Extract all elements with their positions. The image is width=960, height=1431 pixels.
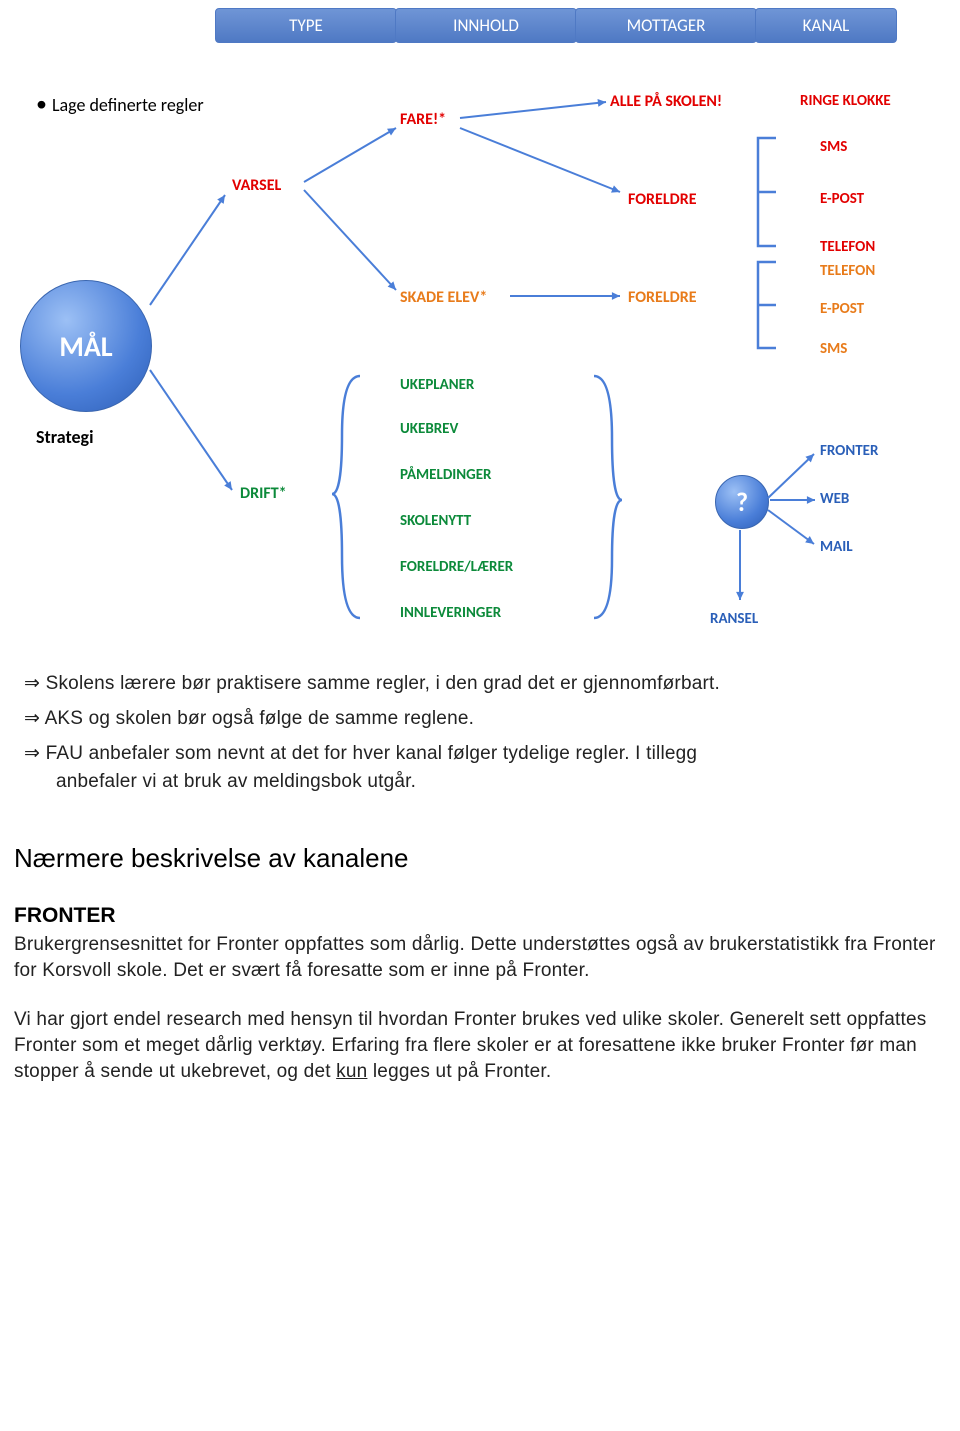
para-2: Vi har gjort endel research med hensyn t… xyxy=(14,1007,946,1084)
bullets: Skolens lærere bør praktisere samme regl… xyxy=(14,672,946,793)
section-heading: Nærmere beskrivelse av kanalene xyxy=(14,843,946,874)
para-1: Brukergrensesnittet for Fronter oppfatte… xyxy=(14,932,946,983)
bullet-3b: anbefaler vi at bruk av meldingsbok utgå… xyxy=(56,771,946,793)
bullet-2: AKS og skolen bør også følge de samme re… xyxy=(24,707,946,730)
subheading-fronter: FRONTER xyxy=(14,904,946,928)
bullet-1: Skolens lærere bør praktisere samme regl… xyxy=(24,672,946,695)
connectors xyxy=(0,0,960,660)
strategy-diagram: TYPEINNHOLDMOTTAGERKANAL• Lage definerte… xyxy=(0,0,960,660)
bullet-3a: FAU anbefaler som nevnt at det for hver … xyxy=(24,742,946,765)
